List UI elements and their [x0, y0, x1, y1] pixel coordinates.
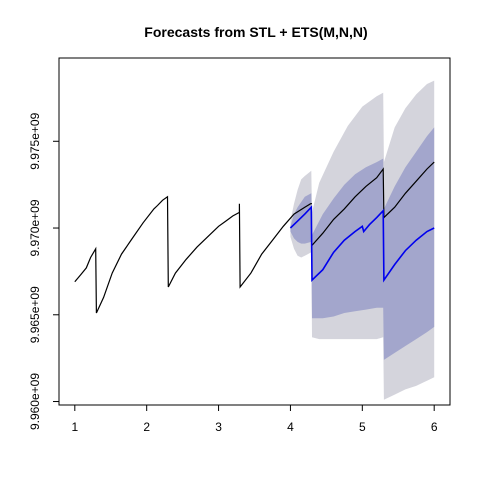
x-tick-label: 2: [143, 420, 150, 434]
y-axis: 9.960e+09 9.965e+09 9.970e+09 9.975e+09: [28, 112, 59, 430]
x-tick-label: 1: [71, 420, 78, 434]
y-tick-label: 9.965e+09: [28, 286, 42, 343]
y-tick-label: 9.960e+09: [28, 373, 42, 430]
x-tick-label: 4: [287, 420, 294, 434]
x-tick-label: 6: [431, 420, 438, 434]
y-tick-label: 9.975e+09: [28, 112, 42, 169]
series-history-line: [75, 197, 312, 313]
x-axis: 1 2 3 4 5 6: [71, 405, 437, 434]
x-tick-label: 3: [215, 420, 222, 434]
x-tick-label: 5: [359, 420, 366, 434]
y-tick-label: 9.970e+09: [28, 199, 42, 256]
chart-title: Forecasts from STL + ETS(M,N,N): [144, 24, 367, 40]
